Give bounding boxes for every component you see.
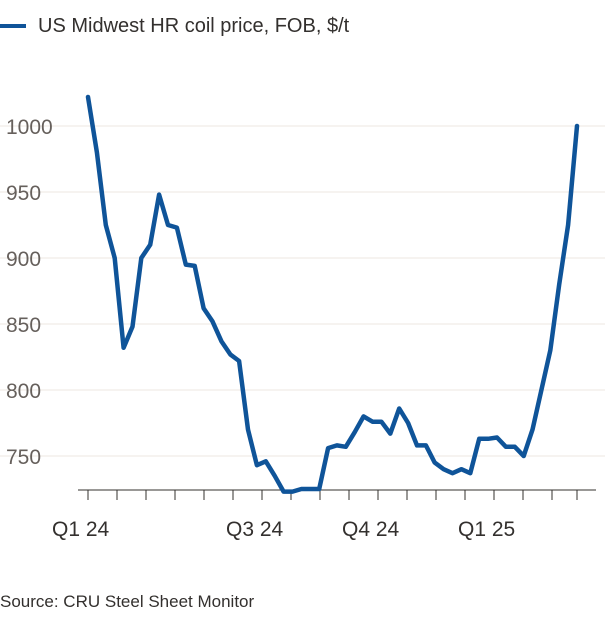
y-tick-label: 800 [6, 380, 41, 403]
y-axis-ticks: 750 800 850 900 950 1000 [6, 116, 53, 469]
legend-swatch [0, 24, 26, 28]
y-tick-label: 950 [6, 182, 41, 205]
series-group [85, 94, 580, 494]
grid-lines [0, 125, 605, 457]
source-note: Source: CRU Steel Sheet Monitor [0, 592, 255, 611]
x-tick-label: Q3 24 [226, 518, 284, 541]
x-tick-label: Q1 25 [458, 518, 515, 541]
legend: US Midwest HR coil price, FOB, $/t [0, 12, 349, 40]
x-tick-label: Q4 24 [342, 518, 400, 541]
y-tick-label: 850 [6, 314, 41, 337]
x-axis: Q1 24 Q3 24 Q4 24 Q1 25 [52, 489, 596, 541]
y-tick-label: 900 [6, 248, 41, 271]
series-line-hr-coil-price [85, 94, 580, 494]
y-tick-label: 1000 [6, 116, 53, 139]
y-tick-label: 750 [6, 446, 41, 469]
legend-label: US Midwest HR coil price, FOB, $/t [38, 14, 350, 37]
x-tick-label: Q1 24 [52, 518, 110, 541]
